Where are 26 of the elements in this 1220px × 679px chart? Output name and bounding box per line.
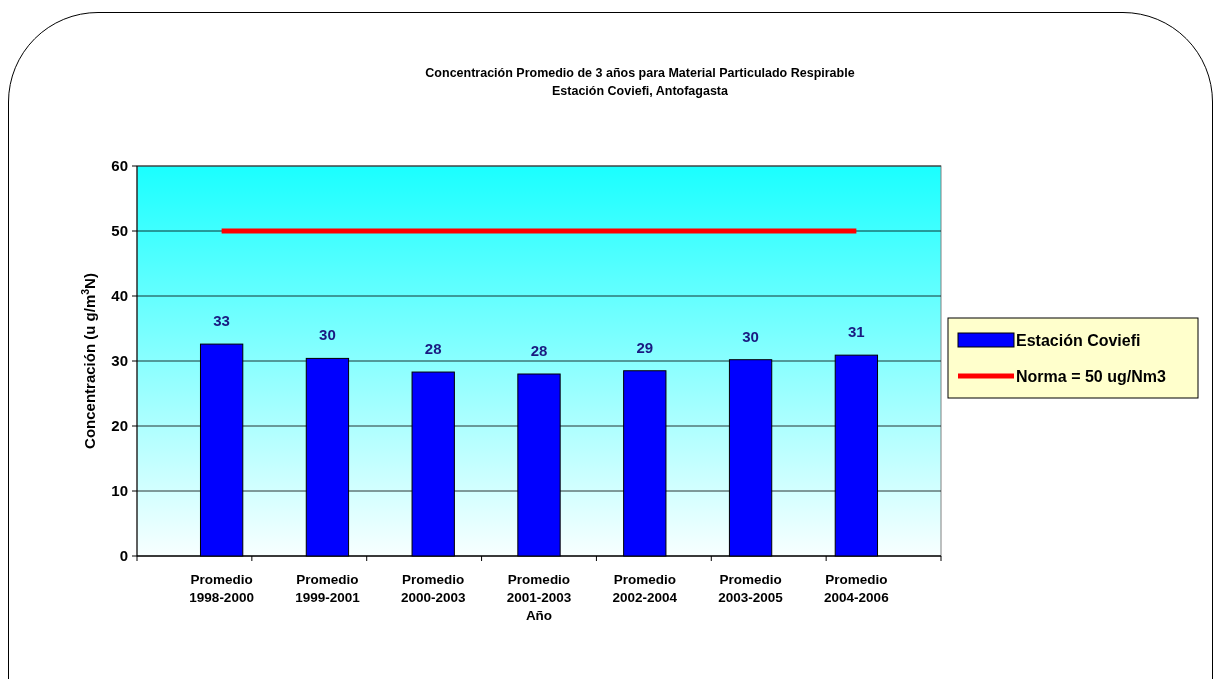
data-label: 31 [848,323,865,341]
x-tick-label: Promedio 2002-2004 [612,572,678,605]
data-label: 30 [319,326,336,344]
legend-label: Estación Coviefi [1016,331,1141,349]
x-tick-label: Promedio 1998-2000 [189,572,254,605]
data-label: 30 [742,327,759,345]
x-tick-label: Promedio 2004-2006 [824,572,890,605]
x-tick-label: Promedio 1999-2001 [295,572,361,605]
y-tick-label: 50 [111,222,128,240]
y-tick-label: 60 [111,157,128,175]
y-tick-label: 10 [111,482,128,500]
data-label: 28 [530,342,548,359]
data-label: 33 [213,312,230,330]
y-tick-label: 30 [111,352,128,370]
x-axis-title: Año [525,608,553,623]
x-tick-label: Promedio 2001-2003 [506,572,572,605]
x-tick-label: Promedio 2000-2003 [400,572,466,605]
data-label: 29 [636,338,654,356]
y-tick-label: 40 [111,287,128,305]
x-tick-label: Promedio 2003-2005 [718,572,784,605]
chart-subtitle: Estación Coviefi, Antofagasta [552,84,730,98]
y-tick-label: 0 [119,547,128,565]
legend-label: Norma = 50 ug/Nm3 [1016,367,1166,385]
chart-title: Concentración Promedio de 3 años para Material Particulado Respirable [425,66,855,80]
data-label: 28 [424,340,442,358]
y-tick-label: 20 [111,417,128,435]
